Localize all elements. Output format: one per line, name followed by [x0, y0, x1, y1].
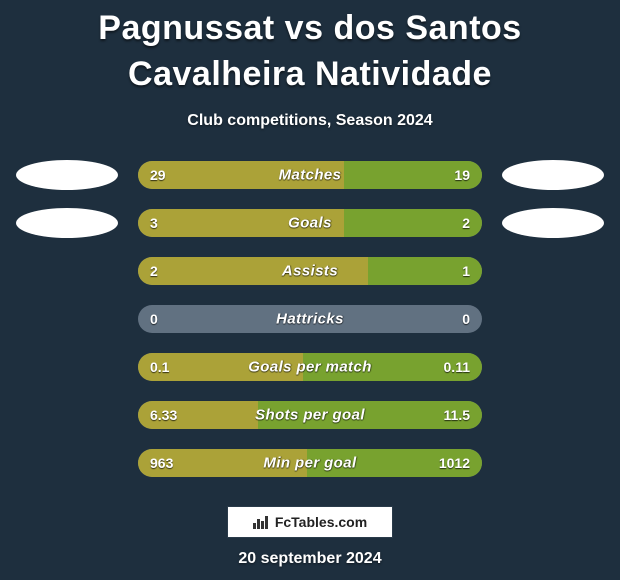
spacer — [16, 448, 118, 478]
stat-label: Goals — [138, 214, 482, 231]
player-right-marker — [502, 160, 604, 190]
stat-bar: 32Goals — [138, 209, 482, 237]
stat-bar: 6.3311.5Shots per goal — [138, 401, 482, 429]
stat-label: Assists — [138, 262, 482, 279]
brand-badge: FcTables.com — [227, 506, 393, 538]
spacer — [502, 256, 604, 286]
stat-row: 2919Matches — [0, 160, 620, 190]
spacer — [16, 256, 118, 286]
stat-bar: 21Assists — [138, 257, 482, 285]
stat-bar: 9631012Min per goal — [138, 449, 482, 477]
stat-bar: 00Hattricks — [138, 305, 482, 333]
stat-row: 9631012Min per goal — [0, 448, 620, 478]
brand-text: FcTables.com — [275, 514, 367, 530]
spacer — [502, 304, 604, 334]
player-right-marker — [502, 208, 604, 238]
stat-row: 21Assists — [0, 256, 620, 286]
stat-row: 6.3311.5Shots per goal — [0, 400, 620, 430]
stat-bar: 0.10.11Goals per match — [138, 353, 482, 381]
stat-row: 0.10.11Goals per match — [0, 352, 620, 382]
stat-row: 00Hattricks — [0, 304, 620, 334]
spacer — [16, 352, 118, 382]
spacer — [502, 400, 604, 430]
spacer — [502, 352, 604, 382]
comparison-rows: 2919Matches 32Goals 21Assists 00Hattricks 0.… — [0, 160, 620, 478]
player-left-marker — [16, 160, 118, 190]
spacer — [16, 304, 118, 334]
stat-row: 32Goals — [0, 208, 620, 238]
stat-label: Goals per match — [138, 358, 482, 375]
stat-label: Matches — [138, 166, 482, 183]
stat-label: Shots per goal — [138, 406, 482, 423]
page-title: Pagnussat vs dos Santos Cavalheira Nativ… — [0, 0, 620, 98]
stat-label: Hattricks — [138, 310, 482, 327]
player-left-marker — [16, 208, 118, 238]
stat-bar: 2919Matches — [138, 161, 482, 189]
spacer — [16, 400, 118, 430]
stat-label: Min per goal — [138, 454, 482, 471]
subtitle: Club competitions, Season 2024 — [0, 112, 620, 130]
chart-icon — [253, 515, 269, 529]
footer-date: 20 september 2024 — [0, 550, 620, 568]
spacer — [502, 448, 604, 478]
